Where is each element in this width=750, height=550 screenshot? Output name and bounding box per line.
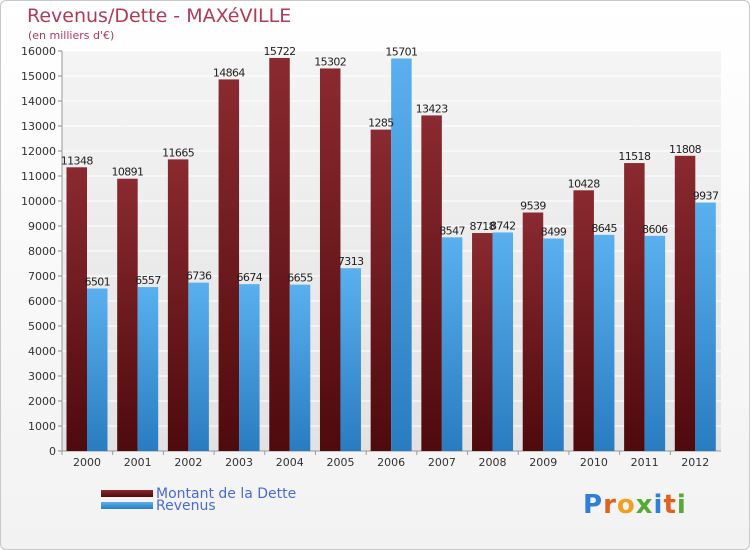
y-tick-label: 6000 [28,295,56,308]
revenue-data-label: 6501 [84,275,110,288]
legend-label-debt: Montant de la Dette [156,486,297,502]
revenue-data-label: 6557 [135,274,161,287]
x-tick-label: 2011 [631,456,659,469]
x-tick-label: 2010 [580,456,608,469]
debt-bar [370,129,392,451]
revenue-bar [492,232,514,451]
revenue-data-label: 8499 [541,226,567,239]
y-tick-label: 9000 [28,220,56,233]
revenue-data-label: 8742 [490,219,516,232]
debt-data-label: 10428 [568,177,601,190]
debt-data-label: 11665 [162,146,195,159]
x-tick-label: 2008 [479,456,507,469]
revenue-data-label: 6736 [186,270,212,283]
x-tick-label: 2000 [73,456,101,469]
chart-title: Revenus/Dette - MAXéVILLE [27,5,292,27]
revenue-data-label: 6674 [237,271,263,284]
y-tick-label: 5000 [28,320,56,333]
revenue-data-label: 8547 [439,224,465,237]
revenue-bar [441,237,463,451]
revenue-bar [239,284,260,451]
y-tick-label: 2000 [28,395,56,408]
revenue-bar [543,238,564,451]
debt-data-label: 11518 [618,150,651,163]
y-tick-label: 15000 [21,70,56,83]
y-tick-label: 14000 [21,95,56,108]
legend-swatch-revenue [101,502,153,509]
debt-data-label: 13423 [416,102,449,115]
x-tick-label: 2003 [225,456,253,469]
debt-bar [421,115,442,452]
logo-letter: x [635,490,654,520]
x-tick-label: 2007 [428,456,456,469]
x-tick-label: 2002 [174,456,202,469]
debt-data-label: 8718 [469,220,495,233]
legend-label-revenue: Revenus [156,498,216,514]
revenue-data-label: 7313 [338,255,364,268]
y-tick-label: 11000 [21,170,56,183]
proxiti-logo: Proxiti [583,490,687,520]
revenue-bar [137,287,159,451]
y-tick-label: 1000 [28,420,56,433]
x-tick-label: 2006 [377,456,405,469]
y-tick-label: 13000 [21,120,56,133]
y-tick-label: 7000 [28,270,56,283]
y-tick-label: 16000 [21,45,56,58]
revenue-bar [289,284,311,451]
y-tick-label: 3000 [28,370,56,383]
legend-swatch-debt [101,490,153,497]
debt-bar [522,212,544,451]
x-tick-label: 2005 [326,456,354,469]
y-tick-label: 12000 [21,145,56,158]
y-tick-label: 10000 [21,195,56,208]
debt-data-label: 9539 [520,200,546,213]
revenue-data-label: 9937 [693,190,719,203]
logo-letter: r [603,490,617,520]
debt-bar [624,163,645,452]
revenue-bar [695,202,716,451]
debt-bar [117,178,138,451]
debt-bar [167,159,189,451]
debt-data-label: 15722 [264,45,296,58]
debt-data-label: 14864 [213,66,246,79]
debt-data-label: 10891 [111,166,143,179]
x-tick-label: 2012 [681,456,709,469]
y-tick-label: 8000 [28,245,56,258]
debt-bar [319,68,341,451]
debt-bar [218,79,240,452]
revenue-bar [391,58,412,451]
logo-letter: i [653,490,664,520]
revenue-data-label: 6655 [287,272,313,285]
debt-bar [472,233,493,451]
debt-data-label: 11348 [61,154,94,167]
revenue-data-label: 8645 [591,222,617,235]
revenue-bar [644,235,666,451]
revenue-data-label: 15701 [385,45,417,58]
chart-subtitle: (en milliers d'€) [28,29,115,42]
debt-bar [269,57,290,451]
revenue-bar [87,288,108,451]
revenue-bar [340,268,361,451]
y-tick-label: 0 [49,445,56,458]
x-tick-label: 2004 [276,456,304,469]
revenue-bar [188,282,209,451]
debt-data-label: 15302 [314,55,346,68]
y-tick-label: 4000 [28,345,56,358]
revenue-data-label: 8606 [642,223,668,236]
debt-bar [66,167,87,452]
debt-bar [573,190,594,452]
logo-letter: P [583,490,604,520]
x-tick-label: 2009 [529,456,557,469]
x-tick-label: 2001 [124,456,152,469]
debt-data-label: 1285 [368,117,394,130]
debt-data-label: 11808 [669,143,702,156]
logo-letter: t [663,490,677,520]
logo-letter: i [676,490,687,520]
logo-letter: o [616,490,636,520]
debt-bar [674,155,696,452]
revenue-bar [593,234,615,451]
